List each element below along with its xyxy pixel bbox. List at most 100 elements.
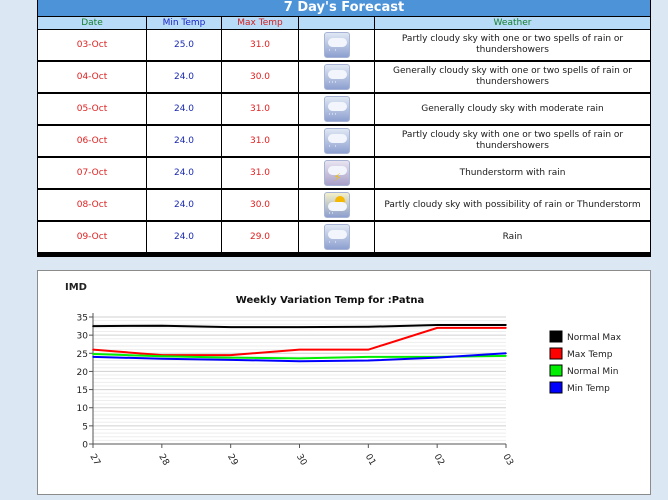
data-point: [229, 354, 232, 356]
forecast-row: 08-Oct 24.0 30.0 '' Partly cloudy sky wi…: [37, 190, 651, 220]
legend-label: Min Temp: [567, 384, 610, 394]
chart-panel: IMD Weekly Variation Temp for :Patna 0 5 1…: [37, 270, 651, 495]
x-tick-label: 01: [363, 453, 377, 468]
row-min-temp: 24.0: [147, 62, 221, 92]
row-date: 09-Oct: [38, 222, 146, 252]
legend-swatch: [549, 381, 563, 394]
legend-swatch: [549, 330, 563, 343]
data-point: [161, 357, 163, 360]
row-weather: Partly cloudy sky with one or two spells…: [375, 126, 650, 156]
x-tick-label: 28: [156, 453, 171, 468]
data-point: [367, 356, 370, 358]
forecast-table: 7 Day's Forecast Date Min Temp Max Temp …: [37, 0, 651, 257]
y-tick-label: 30: [77, 332, 89, 342]
x-tick-label: 03: [500, 453, 514, 468]
x-tick-label: 02: [432, 453, 446, 468]
data-point: [367, 325, 370, 328]
data-point: [229, 359, 232, 361]
row-weather: Partly cloudy sky with possibility of ra…: [375, 190, 650, 220]
data-point: [505, 355, 507, 357]
row-min-temp: 25.0: [147, 30, 221, 60]
row-date: 05-Oct: [38, 94, 146, 124]
data-point: [298, 348, 301, 351]
temperature-chart: IMD Weekly Variation Temp for :Patna 0 5 1…: [65, 282, 622, 468]
row-min-temp: 24.0: [147, 94, 221, 124]
forecast-row: 03-Oct 25.0 31.0 ' ' Partly cloudy sky w…: [37, 30, 651, 60]
row-date: 04-Oct: [38, 62, 146, 92]
row-weather: Generally cloudy sky with moderate rain: [375, 94, 650, 124]
header-min-temp: Min Temp: [147, 17, 221, 29]
x-tick-label: 27: [87, 453, 101, 468]
header-date: Date: [38, 17, 146, 29]
data-point: [92, 348, 94, 351]
row-date: 06-Oct: [38, 126, 146, 156]
forecast-row: 05-Oct 24.0 31.0 ''' Generally cloudy sk…: [37, 94, 651, 124]
thunderstorm-icon: ⚡: [323, 160, 350, 186]
y-tick-label: 0: [82, 441, 88, 451]
data-point: [298, 326, 301, 328]
data-point: [367, 359, 370, 362]
data-point: [436, 327, 438, 329]
row-max-temp: 31.0: [222, 94, 298, 124]
legend-label: Normal Max: [567, 333, 622, 343]
chart-title: Weekly Variation Temp for :Patna: [236, 295, 424, 306]
imd-logo-text: IMD: [65, 282, 87, 293]
row-min-temp: 24.0: [147, 158, 221, 188]
row-max-temp: 31.0: [222, 126, 298, 156]
legend-label: Max Temp: [567, 350, 613, 360]
row-min-temp: 24.0: [147, 222, 221, 252]
legend-swatch: [549, 347, 563, 360]
data-point: [92, 325, 94, 327]
y-tick-label: 25: [77, 350, 88, 360]
row-date: 07-Oct: [38, 158, 146, 188]
data-point: [229, 356, 232, 359]
row-min-temp: 24.0: [147, 126, 221, 156]
legend-swatch: [549, 364, 563, 377]
sun-cloud-rain-icon: '': [323, 192, 350, 219]
forecast-row: 04-Oct 24.0 30.0 ''' Generally cloudy sk…: [37, 62, 651, 92]
x-tick-label: 30: [294, 453, 309, 468]
row-weather: Rain: [375, 222, 650, 252]
forecast-row: 07-Oct 24.0 31.0 ⚡ Thunderstorm with rai…: [37, 158, 651, 188]
heavy-rain-cloud-icon: ''': [323, 64, 350, 90]
header-max-temp: Max Temp: [222, 17, 298, 29]
y-tick-label: 10: [77, 404, 89, 414]
row-max-temp: 30.0: [222, 62, 298, 92]
row-date: 08-Oct: [38, 190, 146, 220]
data-point: [229, 326, 232, 328]
row-max-temp: 29.0: [222, 222, 298, 252]
row-weather: Thunderstorm with rain: [375, 158, 650, 188]
data-point: [367, 348, 370, 351]
row-max-temp: 31.0: [222, 158, 298, 188]
heavy-rain-cloud-icon: ''': [323, 96, 350, 122]
data-point: [298, 357, 301, 360]
y-tick-label: 35: [77, 314, 88, 324]
data-point: [92, 353, 94, 355]
data-point: [161, 355, 163, 357]
legend-label: Normal Min: [567, 367, 618, 377]
rain-cloud-icon: ' ': [323, 32, 350, 58]
row-weather: Generally cloudy sky with one or two spe…: [375, 62, 650, 92]
data-point: [505, 352, 507, 355]
forecast-row: 09-Oct 24.0 29.0 ' ' Rain: [37, 222, 651, 252]
data-point: [436, 324, 438, 326]
data-point: [92, 356, 94, 358]
row-max-temp: 30.0: [222, 190, 298, 220]
rain-cloud-icon: ' ': [323, 224, 350, 250]
data-point: [298, 360, 301, 363]
data-point: [436, 356, 438, 359]
data-point: [161, 324, 163, 327]
row-min-temp: 24.0: [147, 190, 221, 220]
data-point: [505, 324, 507, 326]
header-icon: [299, 17, 374, 29]
row-date: 03-Oct: [38, 30, 146, 60]
data-point: [505, 327, 507, 329]
x-tick-label: 29: [225, 453, 240, 468]
y-tick-label: 20: [77, 368, 89, 378]
row-max-temp: 31.0: [222, 30, 298, 60]
row-weather: Partly cloudy sky with one or two spells…: [375, 30, 650, 60]
rain-cloud-icon: ' ': [323, 128, 350, 154]
forecast-title: 7 Day's Forecast: [38, 0, 650, 16]
y-tick-label: 15: [77, 386, 88, 396]
y-tick-label: 5: [82, 422, 88, 432]
